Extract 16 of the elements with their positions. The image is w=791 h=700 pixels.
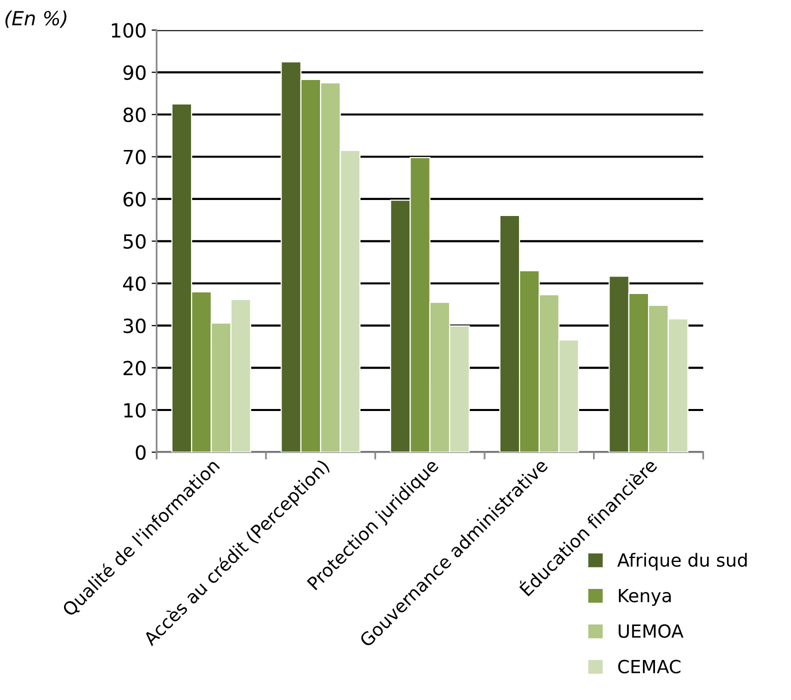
legend-label: CEMAC xyxy=(618,660,680,674)
y-tick-label: 70 xyxy=(124,150,146,164)
y-tick-label: 100 xyxy=(112,23,146,38)
y-axis-title: (En %) xyxy=(5,10,66,28)
y-tick-label: 50 xyxy=(124,234,146,249)
y-tick-label: 60 xyxy=(124,192,146,207)
y-tick-label: 10 xyxy=(124,402,146,418)
y-tick-label: 90 xyxy=(123,65,146,80)
y-tick-label: 80 xyxy=(123,107,146,122)
legend-label: UEMOA xyxy=(618,624,684,638)
y-tick-label: 0 xyxy=(136,445,146,460)
y-tick-label: 20 xyxy=(124,360,146,376)
legend-label: Afrique du sud xyxy=(617,552,747,570)
y-tick-label: 30 xyxy=(124,318,146,334)
y-tick-label: 40 xyxy=(123,276,146,292)
legend-label: Kenya xyxy=(618,588,671,606)
